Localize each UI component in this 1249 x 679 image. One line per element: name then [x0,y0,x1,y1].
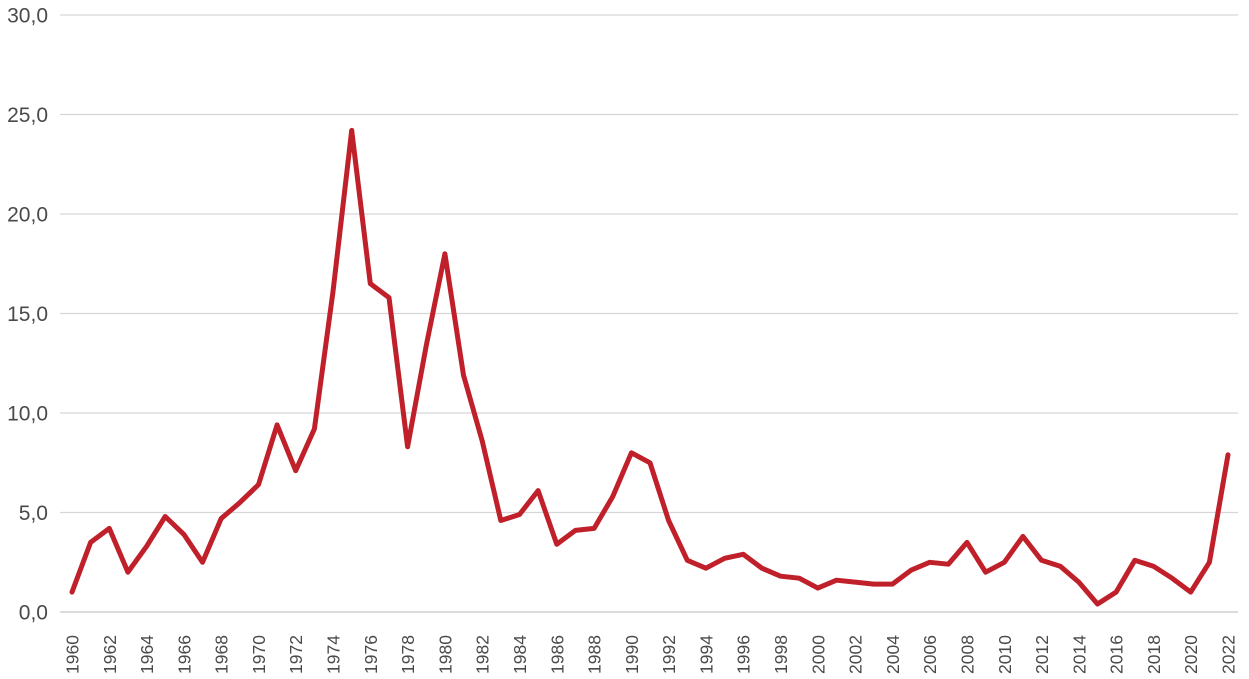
x-tick-label: 2014 [1069,635,1089,674]
x-tick-label: 1984 [510,635,530,674]
y-tick-label: 30,0 [7,5,48,28]
x-tick-label: 1982 [473,635,493,674]
x-tick-label: 1980 [435,635,455,674]
x-tick-label: 1990 [622,635,642,674]
x-tick-label: 1972 [286,635,306,674]
x-tick-label: 1978 [398,635,418,674]
x-tick-label: 1998 [771,635,791,674]
x-tick-label: 2008 [957,635,977,674]
x-tick-label: 1992 [659,635,679,674]
x-tick-label: 2010 [995,635,1015,674]
x-tick-label: 2012 [1032,635,1052,674]
x-tick-label: 2018 [1144,635,1164,674]
x-tick-label: 1962 [100,635,120,674]
x-tick-label: 1966 [174,635,194,674]
x-tick-label: 1974 [324,635,344,674]
x-tick-label: 2002 [846,635,866,674]
y-tick-label: 0,0 [19,602,48,625]
y-tick-label: 25,0 [7,104,48,127]
x-tick-label: 1964 [137,635,157,674]
x-tick-label: 1988 [585,635,605,674]
x-tick-label: 1976 [361,635,381,674]
x-tick-label: 2004 [883,635,903,674]
x-tick-label: 1986 [547,635,567,674]
x-tick-label: 1970 [249,635,269,674]
x-tick-label: 2020 [1181,635,1201,674]
y-tick-label: 5,0 [19,502,48,525]
y-tick-label: 20,0 [7,204,48,227]
x-tick-label: 1994 [696,635,716,674]
y-tick-label: 10,0 [7,403,48,426]
y-tick-label: 15,0 [7,303,48,326]
series-line [69,127,1231,607]
x-tick-label: 1968 [212,635,232,674]
y-axis-ticks: 0,0 5,0 10,0 15,0 20,0 25,0 30,0 [7,5,48,625]
x-tick-label: 2006 [920,635,940,674]
x-axis-ticks: 1960 1962 1964 1966 1968 1970 1972 1974 1976 1978… [63,635,1239,674]
gridlines [60,14,1238,613]
x-tick-label: 1996 [734,635,754,674]
x-tick-label: 2022 [1219,635,1239,674]
x-tick-label: 2000 [808,635,828,674]
x-tick-label: 2016 [1107,635,1127,674]
x-tick-label: 1960 [63,635,83,674]
